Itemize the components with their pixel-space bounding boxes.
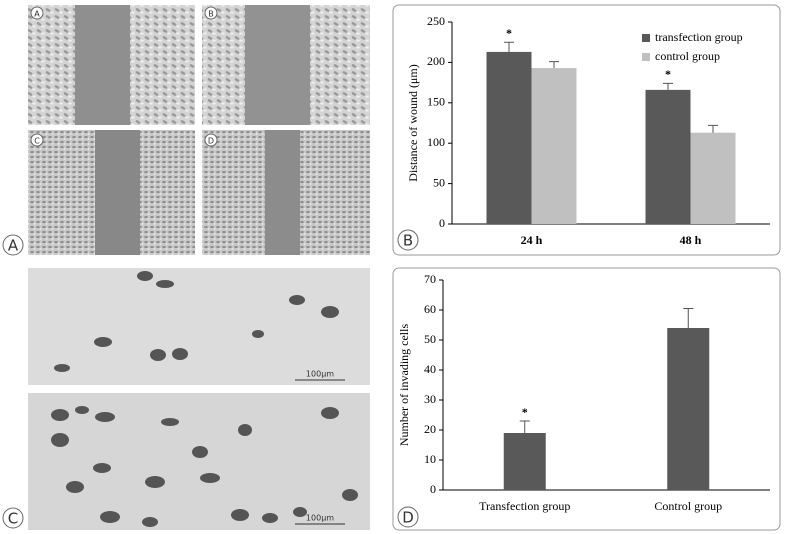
bar	[690, 132, 736, 224]
chart-frame	[392, 4, 781, 256]
legend-label: transfection group	[655, 30, 743, 44]
error-bar	[519, 420, 530, 433]
bar	[645, 89, 691, 224]
scale-bar-label: 100μm	[306, 370, 334, 379]
y-tick-label: 40	[424, 362, 436, 376]
chart-frame	[392, 267, 781, 531]
y-tick-label: 50	[433, 175, 445, 189]
y-tick-label: 20	[424, 422, 436, 436]
bar	[531, 68, 577, 224]
x-tick-label: 24 h	[521, 233, 543, 247]
image-label: C	[34, 137, 40, 146]
bar	[503, 433, 546, 490]
y-axis-label: Distance of wound (μm)	[406, 64, 420, 181]
error-bar	[549, 61, 559, 69]
panel-label: D	[402, 509, 414, 527]
y-tick-label: 30	[424, 392, 436, 406]
y-tick-label: 250	[427, 14, 445, 28]
y-tick-label: 70	[424, 272, 436, 286]
significance-marker: *	[506, 26, 512, 40]
y-tick-label: 0	[430, 482, 436, 496]
significance-marker: *	[522, 405, 528, 419]
scale-bar-label: 100μm	[306, 514, 334, 523]
microscopy-images	[28, 5, 370, 530]
error-bar	[683, 308, 694, 328]
y-tick-label: 100	[427, 135, 445, 149]
y-tick-label: 60	[424, 302, 436, 316]
x-tick-label: 48 h	[680, 233, 702, 247]
panel-label: C	[8, 510, 18, 528]
panel-label: B	[403, 232, 413, 250]
image-label: B	[208, 10, 214, 19]
y-axis-label: Number of invading cells	[397, 324, 411, 447]
image-label: A	[34, 10, 40, 19]
significance-marker: *	[665, 67, 671, 81]
y-tick-label: 0	[439, 216, 445, 230]
y-tick-label: 200	[427, 54, 445, 68]
y-tick-label: 10	[424, 452, 436, 466]
legend-swatch	[642, 34, 650, 42]
y-tick-label: 150	[427, 95, 445, 109]
x-tick-label: Transfection group	[479, 499, 570, 513]
error-bar	[663, 82, 673, 90]
legend-swatch	[642, 53, 650, 61]
panel-label: A	[8, 237, 19, 255]
error-bar	[504, 41, 514, 52]
bar	[486, 51, 532, 225]
x-tick-label: Control group	[654, 499, 722, 513]
y-tick-label: 50	[424, 332, 436, 346]
image-label: D	[208, 137, 214, 146]
error-bar	[708, 124, 718, 133]
bar	[667, 328, 710, 490]
legend-label: control group	[655, 49, 720, 63]
